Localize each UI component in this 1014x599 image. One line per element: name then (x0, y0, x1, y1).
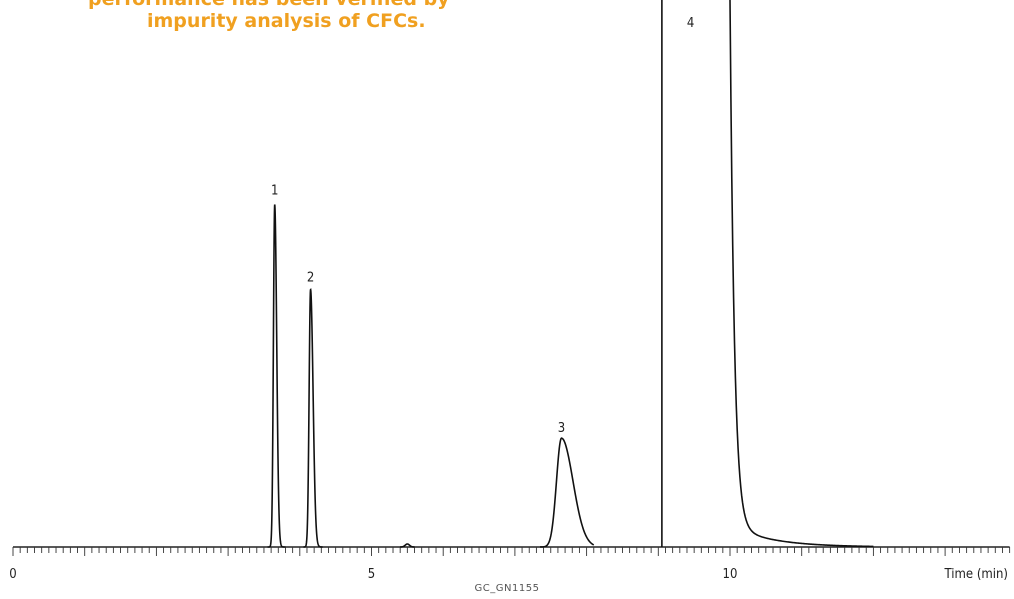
chart-title-line-2: impurity analysis of CFCs. (147, 10, 426, 32)
peak-label-2: 2 (307, 270, 314, 285)
minor-bump (400, 543, 415, 548)
peak-3 (539, 437, 595, 548)
x-axis-title: Time (min) (944, 567, 1008, 582)
x-axis-minor-ticks (12, 547, 1011, 556)
x-tick-label: 0 (9, 567, 16, 582)
peak-label-4: 4 (687, 16, 694, 31)
chart-title: performance has been verified by impurit… (0, 0, 520, 40)
x-tick-label: 10 (723, 567, 738, 582)
figure-code: GC_GN1155 (474, 583, 540, 594)
peak-2 (303, 287, 323, 548)
x-tick-label: 5 (368, 567, 375, 582)
peak-1 (267, 204, 286, 548)
peak-4 (729, 0, 874, 548)
peak-label-1: 1 (271, 184, 278, 199)
peak-label-3: 3 (558, 421, 565, 436)
chart-title-line-1: performance has been verified by (88, 0, 450, 10)
